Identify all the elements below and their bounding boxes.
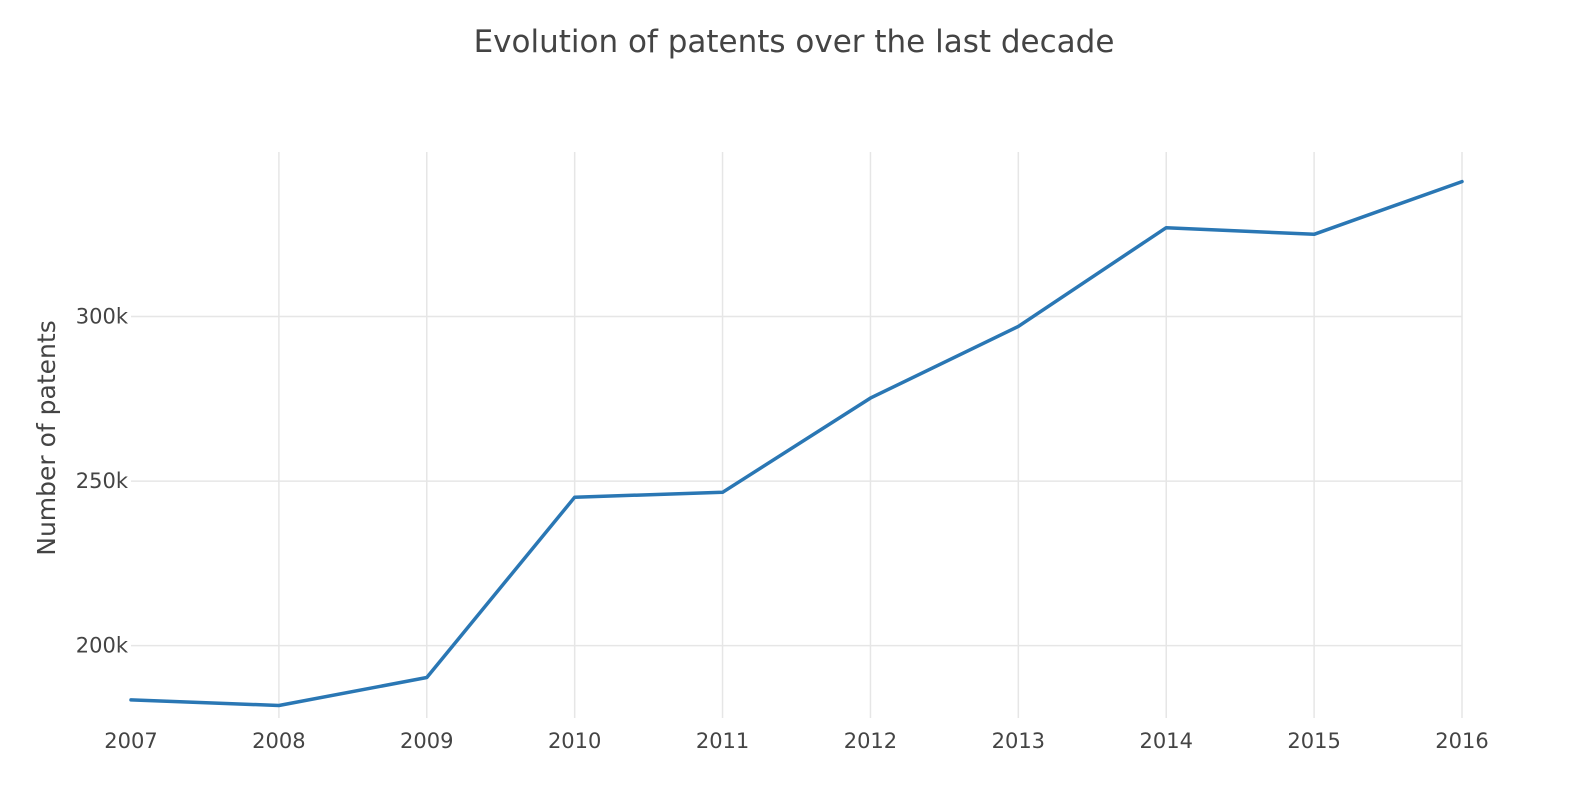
x-tick-label: 2011 [696,729,749,753]
x-tick-label: 2014 [1139,729,1192,753]
series-layer [131,182,1462,706]
x-tick-label: 2007 [104,729,157,753]
x-tick-label: 2010 [548,729,601,753]
x-tick-label: 2016 [1435,729,1488,753]
x-tick-label: 2008 [252,729,305,753]
x-axis: 2007 2008 2009 2010 2011 2012 2013 2014 2015 2016 [104,729,1488,753]
y-tick-label: 300k [76,305,129,329]
y-axis: 200k 250k 300k [76,305,129,658]
x-tick-label: 2015 [1287,729,1340,753]
x-tick-label: 2012 [844,729,897,753]
chart-title: Evolution of patents over the last decad… [474,24,1115,60]
y-axis-title: Number of patents [32,320,61,555]
y-tick-label: 250k [76,469,129,493]
x-tick-label: 2013 [992,729,1045,753]
y-tick-label: 200k [76,634,129,658]
series-line [131,182,1462,706]
grid-layer [131,152,1462,718]
x-tick-label: 2009 [400,729,453,753]
